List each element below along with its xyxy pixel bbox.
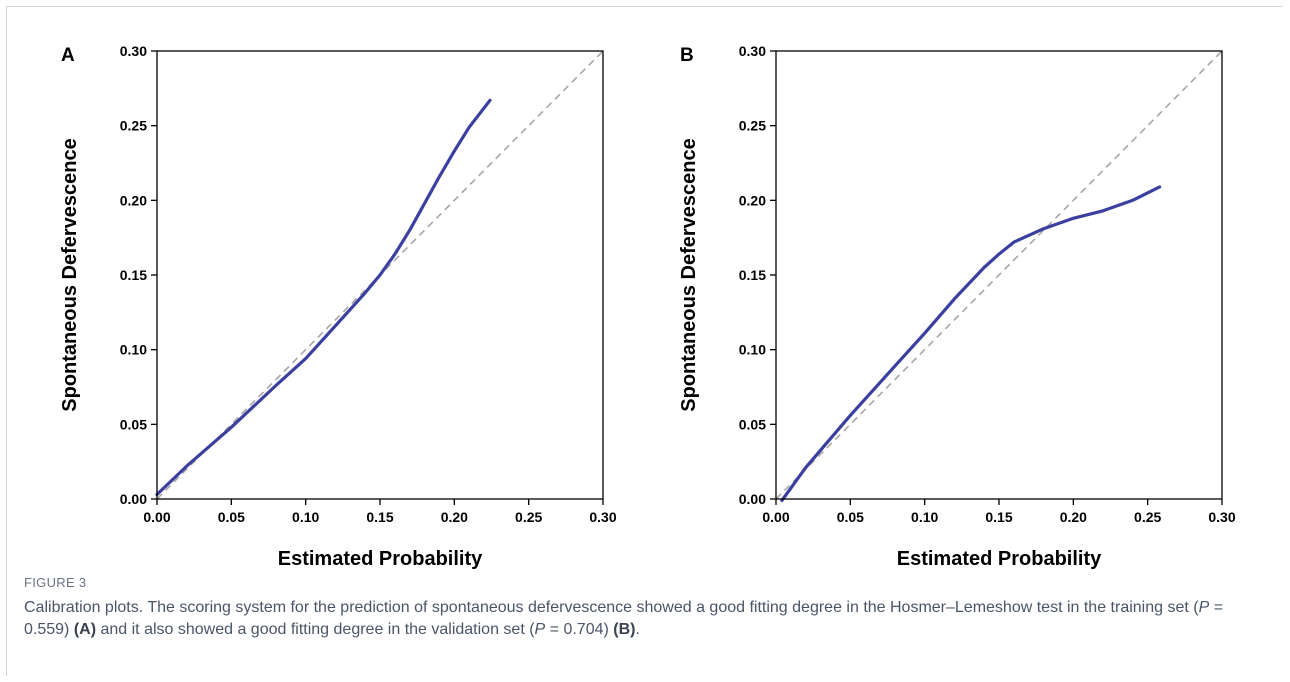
chart-panel-b: B 0.00 0.05 0.10 0.15 0.20 0.25 0.30 0.00 0.05 0.1… <box>678 43 1236 570</box>
caption-text-1: Calibration plots. The scoring system fo… <box>24 599 1199 616</box>
panel-label-a: A <box>61 45 75 66</box>
caption-text-5: . <box>635 621 640 638</box>
y-tick-label-b: 0.15 <box>739 267 766 283</box>
figure-label: FIGURE 3 <box>24 575 87 590</box>
caption-ref-a: (A) <box>73 621 97 638</box>
y-tick-label-a: 0.00 <box>120 491 147 507</box>
x-tick-label-a: 0.05 <box>218 509 245 525</box>
x-tick-label-b: 0.30 <box>1208 509 1235 525</box>
y-tick-label-b: 0.30 <box>739 43 766 59</box>
panel-label-b: B <box>680 45 694 66</box>
x-tick-label-b: 0.10 <box>911 509 938 525</box>
x-tick-label-a: 0.20 <box>441 509 468 525</box>
y-tick-label-b: 0.20 <box>739 192 766 208</box>
calibration-curve-b <box>780 185 1162 503</box>
figure-caption: Calibration plots. The scoring system fo… <box>24 597 1264 641</box>
y-axis-title-b: Spontaneous Defervescence <box>678 138 700 411</box>
x-tick-label-b: 0.05 <box>837 509 864 525</box>
x-tick-label-a: 0.25 <box>515 509 542 525</box>
y-tick-label-a: 0.05 <box>120 416 147 432</box>
y-tick-label-b: 0.25 <box>739 118 766 134</box>
x-tick-label-a: 0.00 <box>143 509 170 525</box>
x-tick-label-b: 0.20 <box>1060 509 1087 525</box>
caption-p-2: P <box>534 621 546 638</box>
reference-line-b <box>775 50 1223 500</box>
y-tick-label-a: 0.30 <box>120 43 147 59</box>
y-axis-title-a: Spontaneous Defervescence <box>59 138 81 411</box>
caption-ref-b: (B) <box>613 621 636 638</box>
y-tick-label-b: 0.00 <box>739 491 766 507</box>
x-axis-title-b: Estimated Probability <box>897 548 1102 570</box>
x-tick-label-a: 0.10 <box>292 509 319 525</box>
y-tick-label-b: 0.10 <box>739 342 766 358</box>
x-tick-label-b: 0.00 <box>762 509 789 525</box>
y-tick-label-a: 0.25 <box>120 118 147 134</box>
y-tick-label-a: 0.15 <box>120 267 147 283</box>
y-tick-label-a: 0.10 <box>120 342 147 358</box>
x-tick-label-a: 0.30 <box>589 509 616 525</box>
x-tick-label-a: 0.15 <box>366 509 393 525</box>
x-tick-label-b: 0.15 <box>985 509 1012 525</box>
caption-text-3: and it also showed a good fitting degree… <box>96 621 535 638</box>
chart-panel-a: A 0.00 0.05 0.10 0.15 0.20 0.25 0.30 0.00 0.05 0.1… <box>59 43 617 570</box>
calibration-plots: A 0.00 0.05 0.10 0.15 0.20 0.25 0.30 0.00 0.05 0.1… <box>59 43 1236 570</box>
y-tick-label-a: 0.20 <box>120 192 147 208</box>
calibration-curve-a <box>155 98 492 497</box>
x-tick-label-b: 0.25 <box>1134 509 1161 525</box>
caption-text-2: = 0.559) <box>24 599 1224 638</box>
y-tick-label-b: 0.05 <box>739 416 766 432</box>
caption-p-1: P <box>1198 599 1210 616</box>
figure-frame <box>6 6 1282 676</box>
caption-text-4: = 0.704) <box>545 621 614 638</box>
x-axis-title-a: Estimated Probability <box>278 548 483 570</box>
